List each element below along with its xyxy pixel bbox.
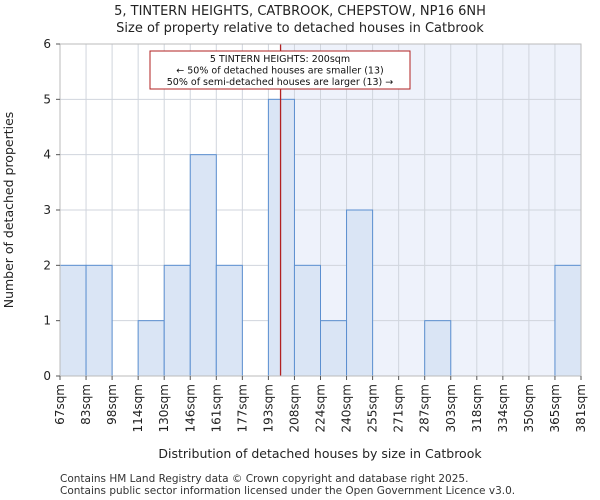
y-tick-label: 1 bbox=[43, 314, 51, 328]
x-tick-label: 350sqm bbox=[522, 384, 536, 432]
annotation-box: 5 TINTERN HEIGHTS: 200sqm ← 50% of detac… bbox=[149, 50, 411, 90]
bar-287sqm bbox=[424, 320, 452, 377]
annotation-line-2: ← 50% of detached houses are smaller (13… bbox=[176, 66, 383, 77]
y-tick-label: 6 bbox=[43, 37, 51, 51]
bar-208sqm bbox=[293, 264, 322, 377]
x-tick-label: 83sqm bbox=[79, 384, 93, 425]
footer-line-1: Contains HM Land Registry data © Crown c… bbox=[60, 473, 468, 485]
bar-114sqm bbox=[137, 320, 165, 377]
x-tick-label: 334sqm bbox=[496, 384, 510, 432]
bar-67sqm bbox=[59, 264, 87, 377]
x-tick-label: 271sqm bbox=[392, 384, 406, 432]
y-tick-label: 0 bbox=[43, 369, 51, 383]
y-tick-label: 2 bbox=[43, 258, 51, 272]
y-tick-label: 5 bbox=[43, 92, 51, 106]
x-tick-label: 161sqm bbox=[209, 384, 223, 432]
bar-130sqm bbox=[163, 264, 191, 377]
x-tick-label: 146sqm bbox=[183, 384, 197, 432]
x-tick-label: 318sqm bbox=[470, 384, 484, 432]
x-tick-label: 114sqm bbox=[131, 384, 145, 432]
x-tick-label: 365sqm bbox=[548, 384, 562, 432]
bar-240sqm bbox=[346, 209, 374, 377]
y-tick-label: 3 bbox=[43, 203, 51, 217]
x-axis-label: Distribution of detached houses by size … bbox=[158, 446, 482, 461]
x-tick-label: 240sqm bbox=[340, 384, 354, 432]
x-tick-label: 98sqm bbox=[105, 384, 119, 425]
bar-224sqm bbox=[320, 320, 348, 377]
x-tick-label: 303sqm bbox=[444, 384, 458, 432]
bar-365sqm bbox=[554, 264, 582, 377]
y-axis-ticks: 0 1 2 3 4 5 6 bbox=[43, 37, 60, 383]
chart-title: 5, TINTERN HEIGHTS, CATBROOK, CHEPSTOW, … bbox=[114, 4, 486, 19]
bar-83sqm bbox=[85, 264, 113, 377]
bar-193sqm bbox=[267, 98, 295, 377]
x-tick-label: 255sqm bbox=[366, 384, 380, 432]
x-tick-label: 193sqm bbox=[261, 384, 275, 432]
x-tick-label: 381sqm bbox=[574, 384, 588, 432]
y-axis-label: Number of detached properties bbox=[1, 112, 16, 309]
annotation-frame bbox=[149, 50, 411, 90]
x-tick-label: 177sqm bbox=[235, 384, 249, 432]
bar-146sqm bbox=[189, 154, 217, 377]
bars bbox=[59, 98, 582, 377]
x-tick-label: 208sqm bbox=[287, 384, 301, 432]
y-tick-label: 4 bbox=[43, 148, 51, 162]
x-tick-label: 67sqm bbox=[53, 384, 67, 425]
chart-subtitle: Size of property relative to detached ho… bbox=[116, 21, 484, 36]
footer-line-2: Contains public sector information licen… bbox=[60, 485, 515, 497]
bar-161sqm bbox=[215, 264, 243, 377]
x-tick-label: 224sqm bbox=[314, 384, 328, 432]
x-tick-label: 130sqm bbox=[157, 384, 171, 432]
annotation-line-3: 50% of semi-detached houses are larger (… bbox=[167, 77, 394, 88]
annotation-line-1: 5 TINTERN HEIGHTS: 200sqm bbox=[210, 54, 350, 65]
x-axis-ticks: 67sqm 83sqm 98sqm 114sqm 130sqm 146sqm 161sqm 1… bbox=[53, 376, 588, 432]
x-tick-label: 287sqm bbox=[418, 384, 432, 432]
